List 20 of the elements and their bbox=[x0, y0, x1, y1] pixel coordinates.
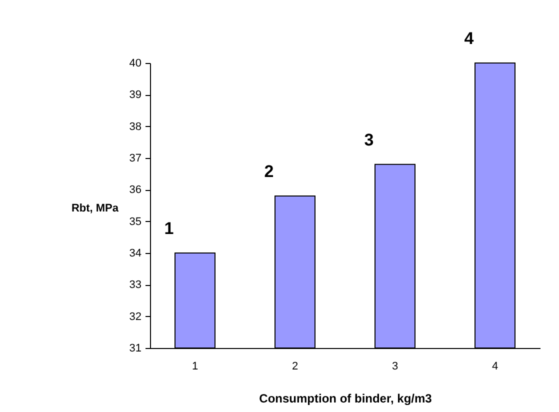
y-tick-label: 39 bbox=[129, 89, 142, 102]
y-tick-label: 38 bbox=[129, 120, 142, 133]
y-tick-label: 33 bbox=[129, 279, 142, 292]
y-tick-label: 34 bbox=[129, 248, 142, 260]
y-tick-label: 32 bbox=[129, 310, 142, 323]
y-tick-label: 37 bbox=[129, 152, 142, 164]
annotation: 2 bbox=[264, 162, 274, 181]
x-tick-label: 4 bbox=[492, 360, 498, 372]
x-tick-label: 2 bbox=[292, 360, 298, 372]
y-tick-label: 36 bbox=[129, 184, 142, 196]
annotation: 1 bbox=[164, 219, 174, 238]
y-axis-title: Rbt, MPa bbox=[71, 202, 120, 214]
x-tick-label: 1 bbox=[192, 360, 198, 372]
y-tick-label: 35 bbox=[129, 216, 142, 228]
y-tick-label: 40 bbox=[129, 58, 142, 70]
x-tick-label: 3 bbox=[392, 360, 398, 372]
x-axis-title: Consumption of binder, kg/m3 bbox=[259, 392, 432, 406]
y-tick-label: 31 bbox=[129, 342, 142, 354]
annotation: 3 bbox=[364, 130, 374, 150]
annotation: 4 bbox=[464, 29, 474, 48]
